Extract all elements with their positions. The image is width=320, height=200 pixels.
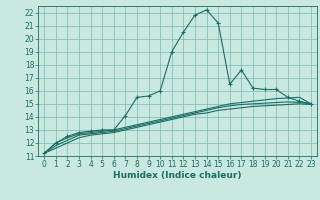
X-axis label: Humidex (Indice chaleur): Humidex (Indice chaleur) [113,171,242,180]
